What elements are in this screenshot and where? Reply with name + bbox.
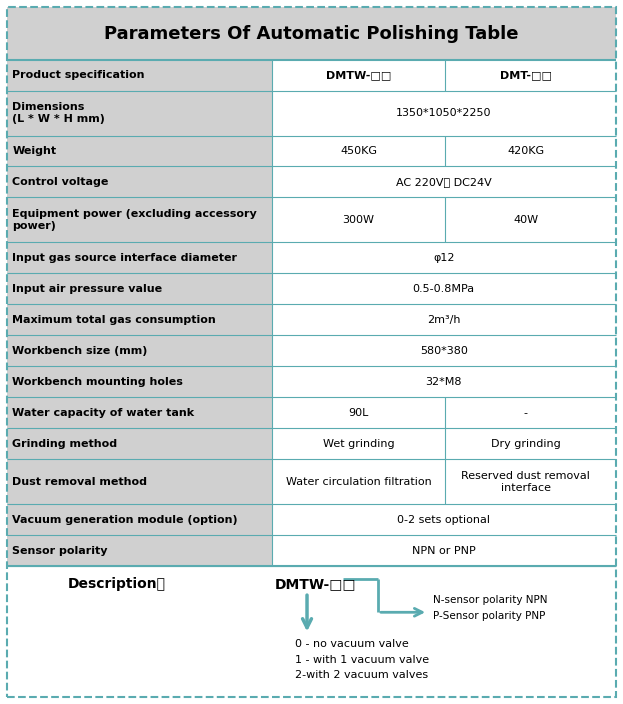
Text: Maximum total gas consumption: Maximum total gas consumption (12, 315, 216, 325)
Text: Workbench size (mm): Workbench size (mm) (12, 346, 148, 356)
Text: Weight: Weight (12, 146, 57, 156)
Text: 300W: 300W (343, 215, 374, 225)
Text: NPN or PNP: NPN or PNP (412, 546, 475, 555)
Text: Parameters Of Automatic Polishing Table: Parameters Of Automatic Polishing Table (104, 25, 519, 42)
Text: 90L: 90L (348, 408, 369, 418)
Text: 32*M8: 32*M8 (426, 377, 462, 387)
Text: 2m³/h: 2m³/h (427, 315, 460, 325)
Text: Control voltage: Control voltage (12, 177, 109, 187)
Bar (272, 397, 445, 428)
Text: Water capacity of water tank: Water capacity of water tank (12, 408, 194, 418)
Text: Dust removal method: Dust removal method (12, 477, 148, 487)
Text: Grinding method: Grinding method (12, 439, 118, 449)
Bar (272, 304, 606, 335)
Bar (7, 397, 272, 428)
Text: Equipment power (excluding accessory
power): Equipment power (excluding accessory pow… (12, 209, 257, 231)
Bar (7, 91, 272, 135)
Text: Workbench mounting holes: Workbench mounting holes (12, 377, 183, 387)
Bar (272, 335, 606, 366)
Bar (7, 60, 272, 91)
Text: Input gas source interface diameter: Input gas source interface diameter (12, 253, 237, 263)
Text: Dimensions
(L * W * H mm): Dimensions (L * W * H mm) (12, 102, 105, 124)
Bar (445, 460, 606, 504)
Bar (272, 135, 445, 166)
Bar (7, 335, 272, 366)
Text: Description：: Description： (68, 577, 166, 591)
Bar (272, 91, 606, 135)
Text: 0-2 sets optional: 0-2 sets optional (397, 515, 490, 524)
Bar (272, 273, 606, 304)
Bar (445, 428, 606, 460)
Text: Product specification: Product specification (12, 70, 145, 80)
Text: 0 - no vacuum valve
1 - with 1 vacuum valve
2-with 2 vacuum valves: 0 - no vacuum valve 1 - with 1 vacuum va… (295, 639, 429, 681)
Bar (272, 504, 606, 535)
Text: DMT-□□: DMT-□□ (500, 70, 552, 80)
Bar (7, 566, 616, 696)
Bar (7, 135, 272, 166)
Bar (7, 242, 272, 273)
Bar (272, 460, 445, 504)
Text: 40W: 40W (513, 215, 538, 225)
Text: 0.5-0.8MPa: 0.5-0.8MPa (412, 284, 475, 294)
Bar (7, 428, 272, 460)
Bar (272, 166, 606, 198)
Bar (272, 366, 606, 397)
Bar (445, 135, 606, 166)
Text: Dry grinding: Dry grinding (491, 439, 561, 449)
Text: 420KG: 420KG (507, 146, 545, 156)
Bar (7, 304, 272, 335)
Text: Input air pressure value: Input air pressure value (12, 284, 163, 294)
Bar (272, 535, 606, 566)
Text: Vacuum generation module (option): Vacuum generation module (option) (12, 515, 238, 524)
Bar (445, 198, 606, 242)
Text: DMTW-□□: DMTW-□□ (275, 577, 356, 591)
Bar (272, 242, 606, 273)
Bar (7, 273, 272, 304)
Bar (7, 366, 272, 397)
Bar (7, 166, 272, 198)
Bar (7, 8, 616, 60)
Bar (272, 428, 445, 460)
Text: φ12: φ12 (433, 253, 455, 263)
Bar (445, 397, 606, 428)
Text: N-sensor polarity NPN
P-Sensor polarity PNP: N-sensor polarity NPN P-Sensor polarity … (433, 595, 548, 622)
Bar (7, 504, 272, 535)
Text: Water circulation filtration: Water circulation filtration (286, 477, 432, 487)
Text: AC 220V， DC24V: AC 220V， DC24V (396, 177, 492, 187)
Text: -: - (524, 408, 528, 418)
Text: 1350*1050*2250: 1350*1050*2250 (396, 108, 492, 118)
Bar (445, 60, 606, 91)
Text: 580*380: 580*380 (420, 346, 468, 356)
Bar (272, 198, 445, 242)
Text: Wet grinding: Wet grinding (323, 439, 394, 449)
Bar (7, 535, 272, 566)
Bar (272, 60, 445, 91)
Bar (7, 460, 272, 504)
Bar (7, 198, 272, 242)
Text: DMTW-□□: DMTW-□□ (326, 70, 391, 80)
Text: 450KG: 450KG (340, 146, 377, 156)
Text: Sensor polarity: Sensor polarity (12, 546, 108, 555)
Text: Reserved dust removal
interface: Reserved dust removal interface (462, 471, 590, 493)
